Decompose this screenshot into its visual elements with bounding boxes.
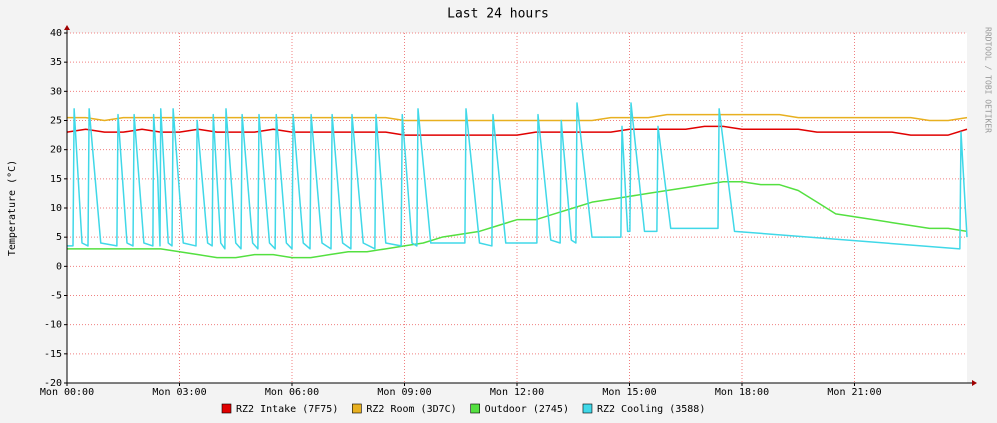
series-line (67, 102, 968, 250)
legend-label: RZ2 Room (3D7C) (366, 404, 456, 415)
x-tick-label: Mon 00:00 (40, 387, 94, 398)
y-tick-label: 25 (50, 116, 62, 127)
legend-item: RZ2 Room (3D7C) (352, 403, 457, 415)
legend: RZ2 Intake (7F75) RZ2 Room (3D7C) Outdoor … (221, 403, 705, 415)
y-tick-label: -15 (44, 349, 62, 360)
y-tick-label: 35 (50, 57, 62, 68)
x-tick-label: Mon 21:00 (827, 387, 881, 398)
legend-label: RZ2 Intake (7F75) (236, 404, 338, 415)
series-line (67, 113, 968, 122)
y-tick-label: 30 (50, 86, 62, 97)
y-tick-label: 20 (50, 145, 62, 156)
y-tick-label: 5 (56, 232, 62, 243)
axes (64, 25, 977, 386)
legend-swatch (221, 403, 232, 414)
lines (66, 102, 968, 259)
legend-item: RZ2 Intake (7F75) (221, 403, 338, 415)
series-line (67, 181, 968, 259)
y-tick-label: 15 (50, 174, 62, 185)
x-tick-label: Mon 03:00 (152, 387, 206, 398)
y-tick-label: -5 (50, 291, 62, 302)
legend-item: RZ2 Cooling (3588) (582, 403, 705, 415)
y-tick-label: -10 (44, 320, 62, 331)
legend-item: Outdoor (2745) (470, 403, 569, 415)
x-tick-label: Mon 09:00 (377, 387, 431, 398)
legend-label: Outdoor (2745) (485, 404, 569, 415)
y-tick-label: 0 (56, 261, 62, 272)
legend-swatch (352, 403, 362, 414)
legend-swatch (582, 403, 593, 414)
x-tick-label: Mon 06:00 (265, 387, 319, 398)
x-tick-label: Mon 15:00 (602, 387, 656, 398)
x-tick-label: Mon 18:00 (715, 387, 769, 398)
y-axis-label: Temperature (°C) (7, 160, 18, 256)
watermark: RRDTOOL / TOBI OETIKER (984, 27, 993, 133)
x-tick-label: Mon 12:00 (490, 387, 544, 398)
legend-label: RZ2 Cooling (3588) (597, 404, 705, 415)
legend-swatch (470, 403, 480, 414)
x-arrow (972, 380, 977, 386)
y-tick-label: 40 (50, 28, 62, 39)
chart-title: Last 24 hours (447, 7, 549, 22)
y-arrow (64, 25, 70, 30)
series-line (66, 125, 968, 136)
y-tick-label: -20 (44, 378, 62, 389)
y-tick-label: 10 (50, 203, 62, 214)
